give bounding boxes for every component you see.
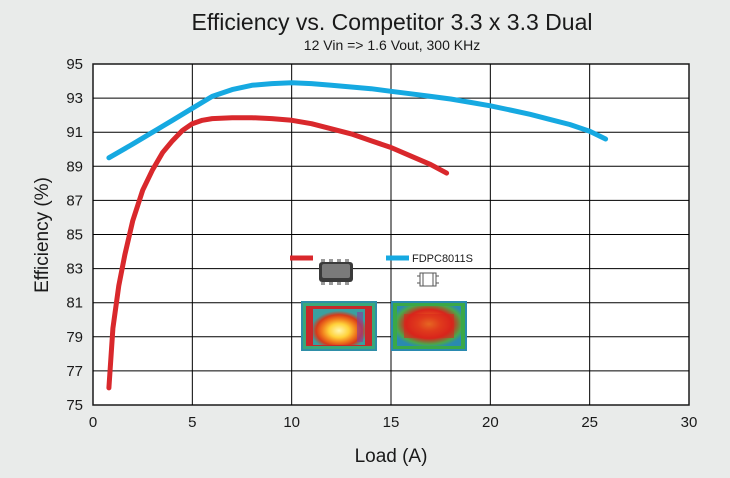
x-tick-label: 15 [383,414,400,431]
y-tick-label: 79 [66,329,83,346]
y-tick-label: 91 [66,124,83,141]
chart-title: Efficiency vs. Competitor 3.3 x 3.3 Dual [192,9,593,35]
x-tick-label: 5 [188,414,196,431]
x-tick-label: 25 [581,414,598,431]
y-tick-label: 93 [66,90,83,107]
y-tick-label: 85 [66,227,83,244]
x-tick-label: 30 [681,414,698,431]
thermal-image-competitor [301,301,377,351]
y-tick-label: 89 [66,158,83,175]
series-line-fdpc8011s [106,80,609,161]
y-tick-label: 77 [66,363,83,380]
fdpc-package-icon [417,272,439,287]
x-tick-label: 10 [283,414,300,431]
legend: FDPC8011S [290,253,473,351]
x-axis-label: Load (A) [355,446,428,467]
y-tick-label: 83 [66,261,83,278]
y-tick-label: 95 [66,56,83,73]
y-tick-label: 81 [66,295,83,312]
x-tick-label: 20 [482,414,499,431]
chart-subtitle: 12 Vin => 1.6 Vout, 300 KHz [304,37,480,53]
series-line-competitor [106,115,450,391]
series-lines [106,80,609,391]
competitor-package-icon [319,259,353,285]
thermal-image-fdpc8011s [391,301,467,351]
y-axis-label: Efficiency (%) [32,177,53,293]
legend-label-fdpc8011s: FDPC8011S [412,253,473,265]
y-tick-label: 87 [66,192,83,209]
x-tick-label: 0 [89,414,97,431]
y-axis-ticks: 75 77 79 81 83 85 87 89 91 93 95 [66,56,83,414]
y-tick-label: 75 [66,397,83,414]
grid-lines [93,64,689,405]
x-axis-ticks: 0 5 10 15 20 25 30 [89,414,698,431]
